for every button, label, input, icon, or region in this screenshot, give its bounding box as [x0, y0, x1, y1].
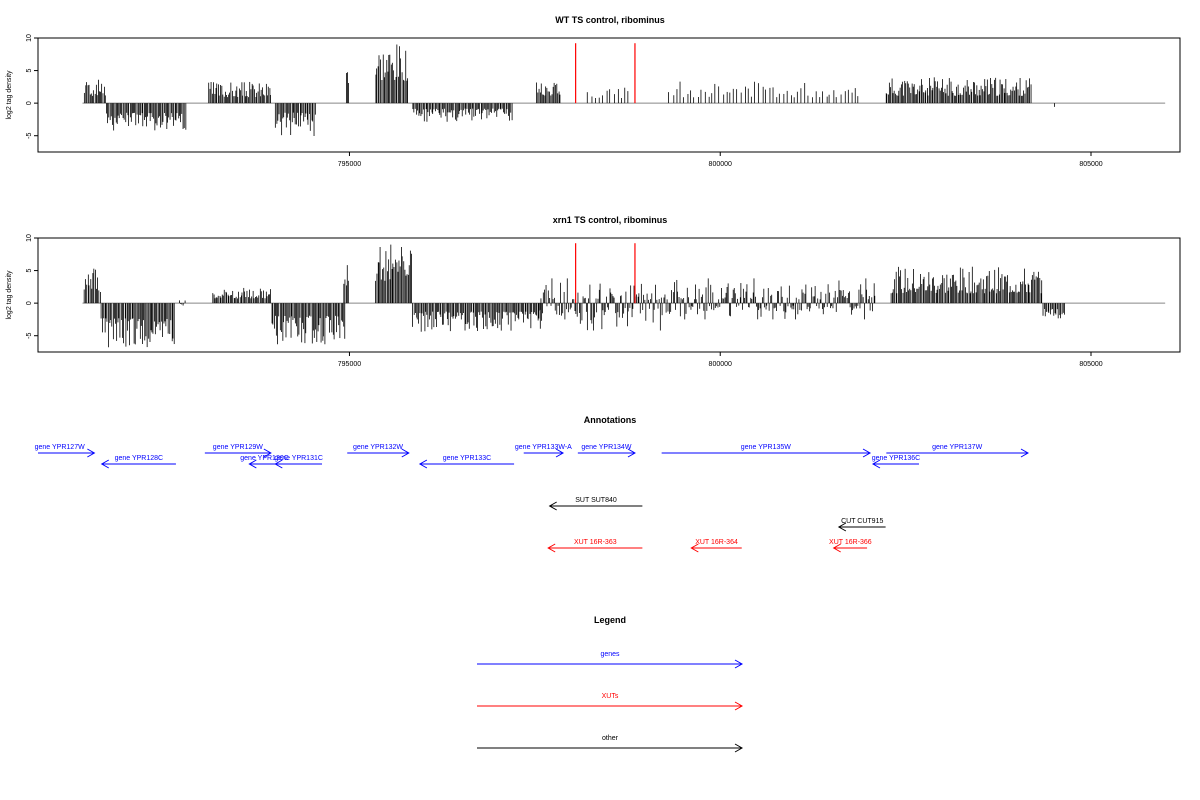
feature-arrowhead — [555, 448, 565, 458]
feature-arrowhead — [548, 501, 557, 511]
xrn1-track-title: xrn1 TS control, ribominus — [553, 215, 668, 225]
wt-y-tick-label: 10 — [26, 34, 33, 42]
feature-arrowhead — [274, 459, 283, 469]
feature-label: gene YPR133W-A — [515, 444, 572, 451]
xrn1-y-axis: -5 0 5 10 — [26, 234, 38, 339]
wt-y-tick-label: 0 — [26, 101, 33, 105]
xrn1-x-tick-label: 800000 — [709, 361, 732, 368]
wt-y-tick-label: 5 — [26, 69, 33, 73]
feature-label: gene YPR133C — [443, 455, 492, 462]
xrn1-plot-frame — [37, 237, 1181, 353]
feature-label: gene YPR137W — [932, 444, 982, 451]
xrn1-y-tick-label: 10 — [26, 234, 33, 242]
feature-label: XUT 16R-363 — [574, 539, 617, 546]
feature-arrow: gene YPR134W — [577, 444, 636, 458]
feature-label: gene YPR131C — [274, 455, 323, 462]
feature-arrow: XUT 16R-363 — [547, 539, 643, 553]
xrn1-y-axis-label: log2 tag density — [6, 270, 13, 320]
feature-label: gene YPR132W — [353, 444, 403, 451]
feature-arrow: gene YPR131C — [274, 455, 323, 469]
feature-label: XUT 16R-366 — [829, 539, 872, 546]
wt-x-tick-label: 800000 — [709, 161, 732, 168]
feature-label: XUT 16R-364 — [695, 539, 738, 546]
feature-arrow: XUT 16R-364 — [690, 539, 742, 553]
feature-arrow: gene YPR136C — [871, 455, 921, 469]
feature-arrowhead — [862, 448, 872, 458]
xrn1-y-tick-label: -5 — [26, 333, 33, 339]
feature-arrowhead — [248, 459, 257, 469]
feature-label: gene YPR135W — [741, 444, 791, 451]
feature-arrowhead — [1020, 448, 1029, 458]
annotations-title: Annotations — [584, 415, 637, 425]
legend-label: genes — [600, 651, 620, 658]
feature-arrowhead — [547, 543, 556, 553]
feature-label: gene YPR136C — [872, 455, 921, 462]
feature-arrowhead — [263, 448, 272, 458]
wt-x-axis: 795000 800000 805000 — [338, 152, 1103, 168]
legend-label: other — [602, 735, 619, 742]
feature-arrowhead — [837, 522, 847, 532]
legend-items: genes XUTs other — [477, 651, 744, 753]
feature-arrowhead — [690, 543, 699, 553]
wt-x-tick-label: 795000 — [338, 161, 361, 168]
feature-arrow: gene YPR132W — [347, 444, 410, 458]
feature-label: gene YPR130C — [240, 455, 289, 462]
legend-panel: Legend genes XUTs other — [477, 615, 744, 753]
legend-arrowhead — [734, 701, 744, 711]
feature-arrow: gene YPR129W — [204, 444, 272, 458]
legend-item: XUTs — [477, 693, 744, 711]
feature-label: CUT CUT915 — [841, 518, 883, 525]
feature-label: gene YPR129W — [213, 444, 263, 451]
feature-arrow: CUT CUT915 — [837, 518, 886, 532]
legend-label: XUTs — [602, 693, 619, 700]
feature-arrow: gene YPR135W — [661, 444, 872, 458]
wt-track-panel: WT TS control, ribominus log2 tag densit… — [6, 15, 1181, 168]
xrn1-x-tick-label: 805000 — [1079, 361, 1102, 368]
legend-title: Legend — [594, 615, 626, 625]
xrn1-x-axis: 795000 800000 805000 — [338, 352, 1103, 368]
feature-arrow: gene YPR133W-A — [515, 444, 572, 458]
xrn1-markers — [575, 243, 636, 304]
feature-arrow: gene YPR128C — [100, 455, 176, 469]
feature-arrowhead — [100, 459, 110, 469]
wt-plot-frame — [37, 37, 1181, 153]
xrn1-y-tick-label: 0 — [26, 301, 33, 305]
feature-label: SUT SUT840 — [575, 497, 617, 504]
feature-arrow: SUT SUT840 — [548, 497, 643, 511]
wt-bars — [82, 44, 1166, 136]
feature-label: gene YPR127W — [35, 444, 85, 451]
wt-y-axis: -5 0 5 10 — [26, 34, 38, 139]
feature-arrowhead — [418, 459, 428, 469]
xrn1-x-tick-label: 795000 — [338, 361, 361, 368]
legend-item: genes — [477, 651, 744, 669]
feature-arrowhead — [87, 448, 96, 458]
feature-arrowhead — [627, 448, 636, 458]
xrn1-bars — [82, 244, 1166, 348]
feature-list: gene YPR127W gene YPR128C gene YPR129W gene… — [35, 444, 1029, 553]
wt-y-axis-label: log2 tag density — [6, 70, 13, 120]
wt-x-tick-label: 805000 — [1079, 161, 1102, 168]
feature-arrowhead — [871, 459, 881, 469]
feature-label: gene YPR128C — [115, 455, 164, 462]
feature-arrowhead — [832, 543, 841, 553]
wt-track-title: WT TS control, ribominus — [555, 15, 665, 25]
xrn1-y-tick-label: 5 — [26, 269, 33, 273]
feature-arrow: gene YPR137W — [886, 444, 1029, 458]
feature-arrowhead — [401, 448, 410, 458]
feature-arrow: XUT 16R-366 — [829, 539, 872, 553]
xrn1-track-panel: xrn1 TS control, ribominus log2 tag dens… — [6, 215, 1181, 368]
feature-label: gene YPR134W — [581, 444, 631, 451]
wt-markers — [575, 43, 636, 104]
legend-item: other — [477, 735, 744, 753]
wt-y-tick-label: -5 — [26, 133, 33, 139]
feature-arrow: gene YPR127W — [35, 444, 96, 458]
legend-arrowhead — [734, 659, 744, 669]
legend-arrowhead — [734, 743, 744, 753]
feature-arrow: gene YPR133C — [418, 455, 515, 469]
